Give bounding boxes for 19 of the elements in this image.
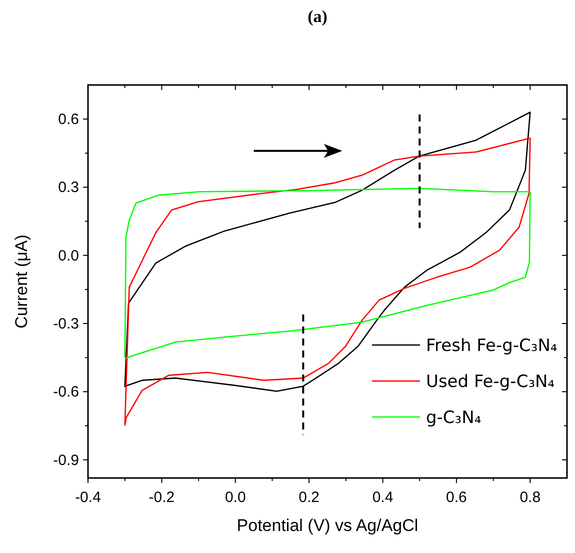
x-tick-label: 0.0 xyxy=(224,489,246,506)
x-tick-label: 0.8 xyxy=(520,489,541,506)
x-tick-label: 0.2 xyxy=(298,489,320,506)
y-tick-label: 0.6 xyxy=(58,111,79,128)
y-tick-label: 0.3 xyxy=(58,179,79,196)
chart-title: (a) xyxy=(308,7,328,26)
y-axis-title: Current (μA) xyxy=(12,234,31,328)
y-tick-label: -0.6 xyxy=(53,384,79,401)
x-tick-label: 0.6 xyxy=(446,489,467,506)
legend-label: Used Fe-g-C₃N₄ xyxy=(426,372,555,392)
x-tick-label: -0.4 xyxy=(75,489,101,506)
legend-label: g-C₃N₄ xyxy=(426,408,482,428)
x-tick-label: -0.2 xyxy=(148,489,175,506)
y-tick-label: -0.9 xyxy=(53,452,79,469)
x-axis-title: Potential (V) vs Ag/AgCl xyxy=(236,516,418,535)
legend-label: Fresh Fe-g-C₃N₄ xyxy=(426,336,558,356)
y-tick-label: -0.3 xyxy=(53,316,79,333)
y-tick-label: 0.0 xyxy=(58,247,79,264)
x-tick-label: 0.4 xyxy=(372,489,394,506)
